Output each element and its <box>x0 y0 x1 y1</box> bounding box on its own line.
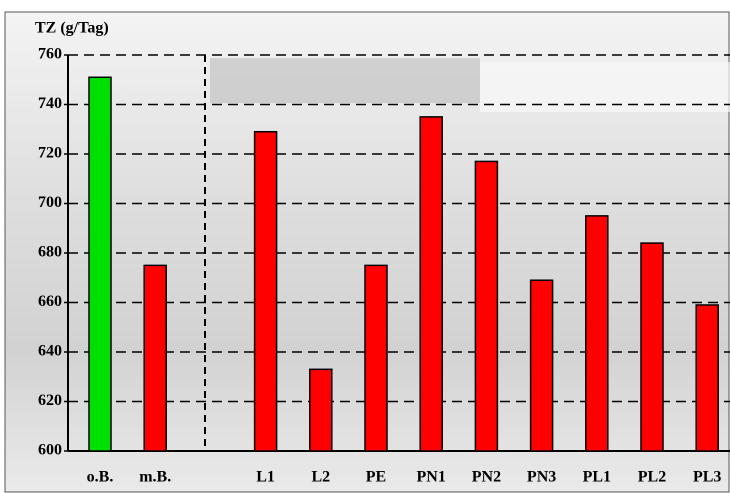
bar <box>586 216 608 451</box>
y-tick-label: 600 <box>38 442 62 459</box>
y-tick-label: 760 <box>38 46 62 63</box>
bar <box>531 280 553 451</box>
bar <box>475 161 497 451</box>
x-tick-label: o.B. <box>87 469 114 486</box>
chart: TZ (g/Tag) 600 620 640 660 680 700 720 740 760 o.… <box>0 0 730 493</box>
x-tick-label: L2 <box>311 469 330 486</box>
x-tick-label: m.B. <box>139 469 171 486</box>
x-tick-label: PL2 <box>638 469 666 486</box>
photo-building <box>210 58 480 103</box>
bar <box>365 265 387 451</box>
x-tick-label: PN1 <box>417 469 446 486</box>
y-tick-label: 660 <box>38 293 62 310</box>
bar <box>420 117 442 451</box>
x-tick-label: PL1 <box>583 469 611 486</box>
bar <box>641 243 663 451</box>
bar <box>89 77 111 451</box>
x-tick-label: PN3 <box>527 469 556 486</box>
y-tick-label: 700 <box>38 194 62 211</box>
x-tick-label: PE <box>366 469 386 486</box>
chart-title: TZ (g/Tag) <box>35 20 109 37</box>
x-tick-label: L1 <box>256 469 275 486</box>
bar <box>255 132 277 451</box>
bar <box>144 265 166 451</box>
bar <box>696 305 718 451</box>
y-tick-label: 620 <box>38 392 62 409</box>
x-tick-label: PN2 <box>472 469 501 486</box>
y-tick-label: 720 <box>38 145 62 162</box>
y-tick-label: 740 <box>38 95 62 112</box>
bar <box>310 369 332 451</box>
y-tick-label: 680 <box>38 244 62 261</box>
y-tick-label: 640 <box>38 343 62 360</box>
x-tick-label: PL3 <box>693 469 721 486</box>
